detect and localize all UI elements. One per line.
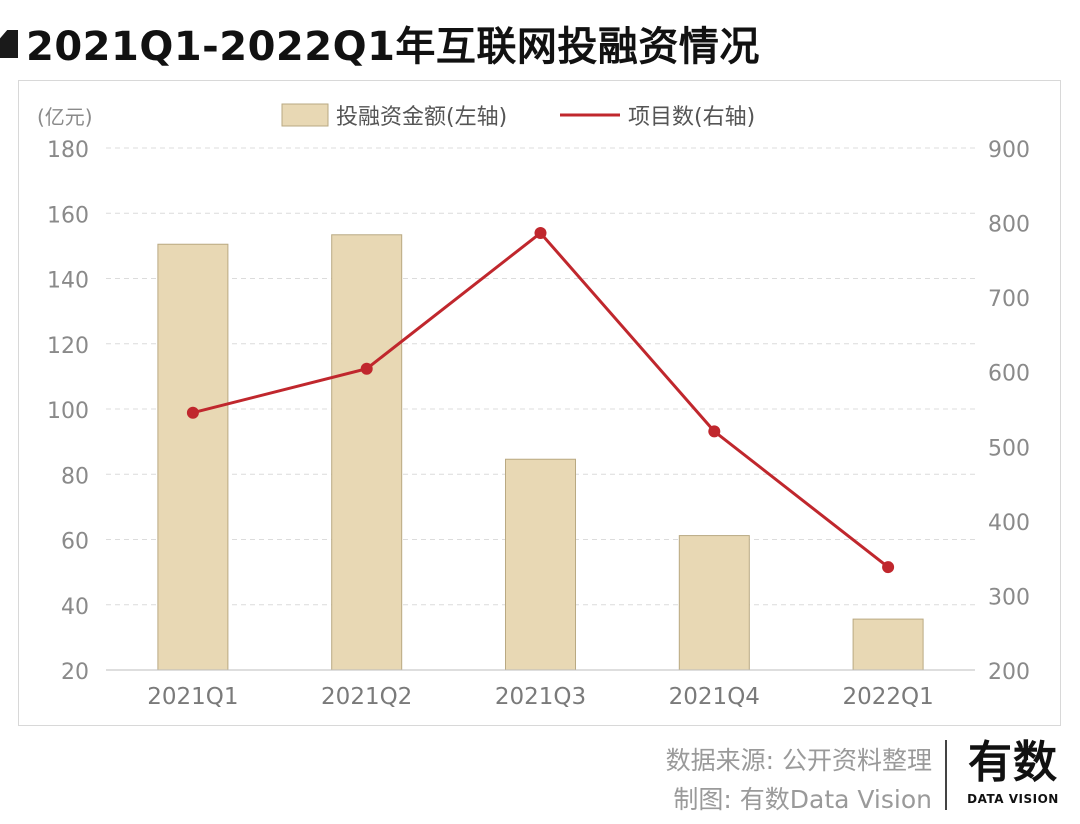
source-note: 数据来源: 公开资料整理 [665,746,932,775]
right-tick-label: 600 [988,362,1030,387]
legend-label-bar: 投融资金额(左轴) [336,105,507,130]
right-tick-label: 500 [988,436,1030,461]
left-tick-label: 100 [47,399,89,424]
bar [505,458,576,671]
bar-layer [157,234,924,671]
line-layer [186,227,895,574]
x-tick-label: 2022Q1 [842,684,933,710]
left-tick-label: 40 [61,595,89,620]
right-tick-label: 700 [988,287,1030,312]
x-tick-label: 2021Q4 [669,684,760,710]
line-point [534,227,547,240]
legend-swatch-bar [281,103,329,127]
x-tick-label: 2021Q1 [147,684,238,710]
axis-layer: 20 40 60 80 100 120 140 160 180 200 300 400 500 600 70… [37,105,1030,710]
bar [157,243,229,671]
chart: 20 40 60 80 100 120 140 160 180 200 300 400 500 600 70… [37,103,1030,710]
logo-subtitle: DATA VISION [967,792,1059,806]
line-point [186,406,199,419]
legend-label-line: 项目数(右轴) [628,105,755,130]
line-point [708,425,721,438]
logo: 有数 [968,737,1058,788]
page-title: 2021Q1-2022Q1年互联网投融资情况 [26,24,760,70]
x-tick-label: 2021Q2 [321,684,412,710]
legend: 投融资金额(左轴) 项目数(右轴) [281,103,755,130]
bar [678,535,750,671]
left-tick-label: 120 [47,334,89,359]
left-tick-label: 140 [47,269,89,294]
line-point [882,561,895,574]
title-marker [0,30,18,58]
bar [331,234,403,671]
left-tick-label: 80 [61,464,89,489]
grid-layer [106,147,975,606]
right-tick-label: 900 [988,138,1030,163]
right-tick-label: 300 [988,585,1030,610]
left-tick-label: 160 [47,203,89,228]
footer-divider [945,740,947,810]
right-tick-label: 400 [988,511,1030,536]
left-tick-label: 60 [61,530,89,555]
right-tick-label: 200 [988,660,1030,685]
title-bar: 2021Q1-2022Q1年互联网投融资情况 [0,14,1080,74]
bar [852,618,924,671]
right-tick-label: 800 [988,213,1030,238]
left-axis-unit: (亿元) [37,105,93,129]
maker-note: 制图: 有数Data Vision [673,785,932,814]
left-tick-label: 20 [61,660,89,685]
x-tick-label: 2021Q3 [495,684,586,710]
left-tick-label: 180 [47,138,89,163]
line-point [360,362,373,375]
